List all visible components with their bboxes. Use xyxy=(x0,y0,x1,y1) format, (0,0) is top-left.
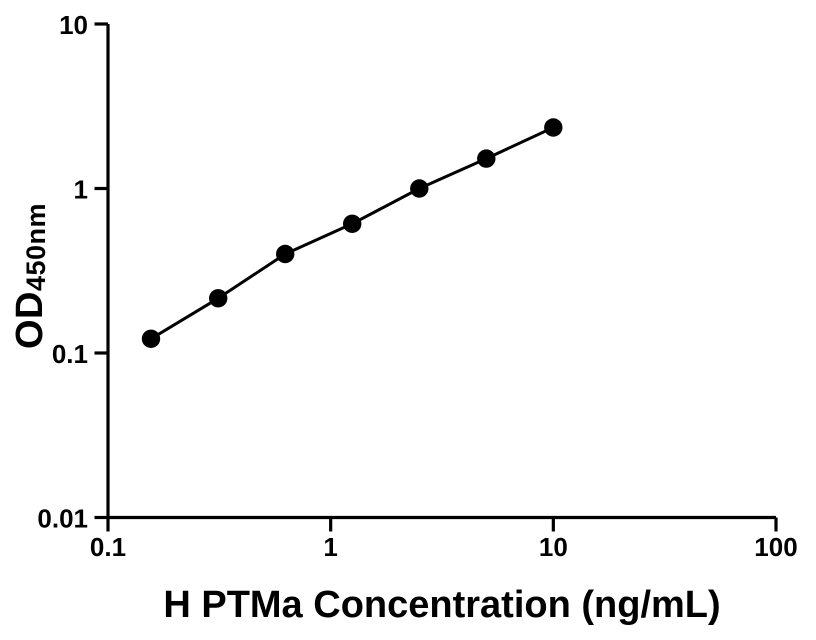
y-tick-label: 10 xyxy=(59,10,88,40)
data-point-marker xyxy=(477,149,496,168)
x-tick-label: 100 xyxy=(754,532,797,562)
y-axis-title: OD450nm xyxy=(9,202,51,350)
data-point-marker xyxy=(209,289,228,308)
data-point-marker xyxy=(343,214,362,233)
data-point-marker xyxy=(141,329,161,348)
x-axis-title: H PTMa Concentration (ng/mL) xyxy=(163,584,721,626)
y-axis-title-main: OD xyxy=(9,291,51,350)
data-point-marker xyxy=(410,179,429,198)
y-tick-label: 0.1 xyxy=(52,339,88,369)
y-tick-label: 0.01 xyxy=(37,504,88,534)
data-point-marker xyxy=(544,118,563,137)
y-tick-label: 1 xyxy=(74,175,88,205)
x-tick-label: 10 xyxy=(539,532,568,562)
x-tick-label: 1 xyxy=(323,532,337,562)
y-axis-title-subscript: 450nm xyxy=(21,202,51,292)
data-point-marker xyxy=(276,244,295,264)
x-tick-label: 0.1 xyxy=(90,532,126,562)
